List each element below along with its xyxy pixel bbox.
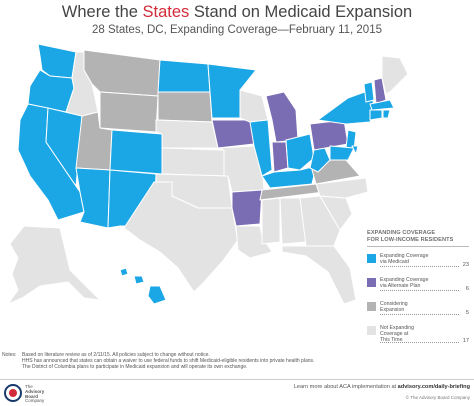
footer-divider	[0, 379, 474, 380]
legend-count: 5	[465, 310, 469, 316]
legend-leader	[380, 290, 459, 291]
state-new-hampshire	[373, 77, 387, 105]
state-mississippi	[261, 197, 281, 245]
legend-leader	[380, 342, 459, 343]
page-subtitle: 28 States, DC, Expanding Coverage—Februa…	[91, 24, 382, 36]
state-indiana	[271, 141, 289, 173]
legend-heading: EXPANDING COVERAGE FOR LOW-INCOME RESIDE…	[367, 230, 469, 247]
state-massachusetts	[369, 99, 395, 111]
legend-swatch	[367, 302, 376, 311]
state-north-dakota	[157, 59, 211, 93]
notes-text: Based on literature review as of 2/11/15…	[22, 352, 412, 371]
state-island	[119, 267, 129, 277]
state-arkansas	[231, 189, 263, 227]
state-colorado	[109, 129, 163, 175]
daily-briefing-link[interactable]: advisory.com/daily-briefing	[397, 384, 470, 390]
state-montana	[83, 49, 161, 97]
logo-text: The Advisory Board Company	[25, 384, 45, 404]
legend-item-alternate: Expanding Coverage via Alternate Plan 6	[367, 277, 469, 297]
state-iowa	[211, 119, 255, 149]
state-wisconsin	[239, 89, 269, 123]
state-arizona	[75, 167, 111, 229]
legend-label: Considering Expansion	[380, 301, 408, 313]
legend-leader	[380, 314, 459, 315]
legend-heading-line1: EXPANDING COVERAGE	[367, 230, 436, 236]
legend-item-medicaid: Expanding Coverage via Medicaid 23	[367, 253, 469, 273]
state-ohio	[285, 133, 315, 171]
legend-swatch	[367, 326, 376, 335]
logo-mark-icon	[4, 384, 22, 402]
state-florida	[281, 245, 357, 305]
legend-item-not-expanding: Not Expanding Coverage at This Time 17	[367, 325, 469, 349]
legend-swatch	[367, 254, 376, 263]
legend-label: Expanding Coverage via Alternate Plan	[380, 277, 429, 289]
page-title: Where the States Stand on Medicaid Expan…	[0, 3, 474, 22]
state-maine	[381, 55, 409, 95]
note-line: The District of Columbia plans to partic…	[22, 364, 248, 371]
state-michigan	[265, 91, 299, 143]
state-island	[147, 285, 167, 305]
title-pre: Where the	[61, 3, 143, 21]
legend-swatch	[367, 278, 376, 287]
state-kansas	[161, 147, 225, 177]
legend-count: 17	[462, 338, 469, 344]
legend-leader	[380, 266, 459, 267]
state-island	[133, 275, 145, 285]
note-line: Based on literature review as of 2/11/15…	[22, 352, 210, 358]
title-post: Stand on Medicaid Expansion	[189, 3, 413, 21]
state-delaware	[351, 145, 359, 155]
state-hawaii	[119, 267, 167, 305]
legend-count: 6	[465, 286, 469, 292]
state-nebraska	[155, 119, 219, 149]
state-alaska	[7, 225, 101, 305]
legend-label: Not Expanding Coverage at This Time	[380, 325, 415, 343]
state-texas	[123, 181, 239, 293]
notes-label: Notes:	[2, 352, 17, 358]
state-maryland	[329, 145, 355, 161]
learn-more-text: Learn more about ACA implementation at a…	[293, 384, 470, 390]
note-line: HHS has announced that states can obtain…	[22, 358, 315, 365]
state-north-carolina	[315, 177, 369, 199]
state-wyoming	[99, 91, 159, 133]
legend-label: Expanding Coverage via Medicaid	[380, 253, 429, 265]
copyright: © The Advisory Board Company	[405, 395, 470, 400]
legend-item-considering: Considering Expansion 5	[367, 301, 469, 321]
advisory-board-logo: The Advisory Board Company	[4, 383, 64, 405]
state-louisiana	[235, 225, 273, 259]
legend-heading-line2: FOR LOW-INCOME RESIDENTS	[367, 237, 454, 243]
legend-count: 23	[462, 262, 469, 268]
state-georgia	[299, 195, 341, 247]
state-vermont	[363, 81, 375, 103]
title-highlight: States	[142, 3, 190, 21]
map-legend: EXPANDING COVERAGE FOR LOW-INCOME RESIDE…	[367, 230, 469, 353]
state-south-dakota	[157, 91, 213, 123]
state-pennsylvania	[309, 119, 349, 151]
state-rhode-island	[382, 109, 391, 119]
state-illinois	[249, 119, 273, 177]
state-connecticut	[369, 109, 383, 121]
